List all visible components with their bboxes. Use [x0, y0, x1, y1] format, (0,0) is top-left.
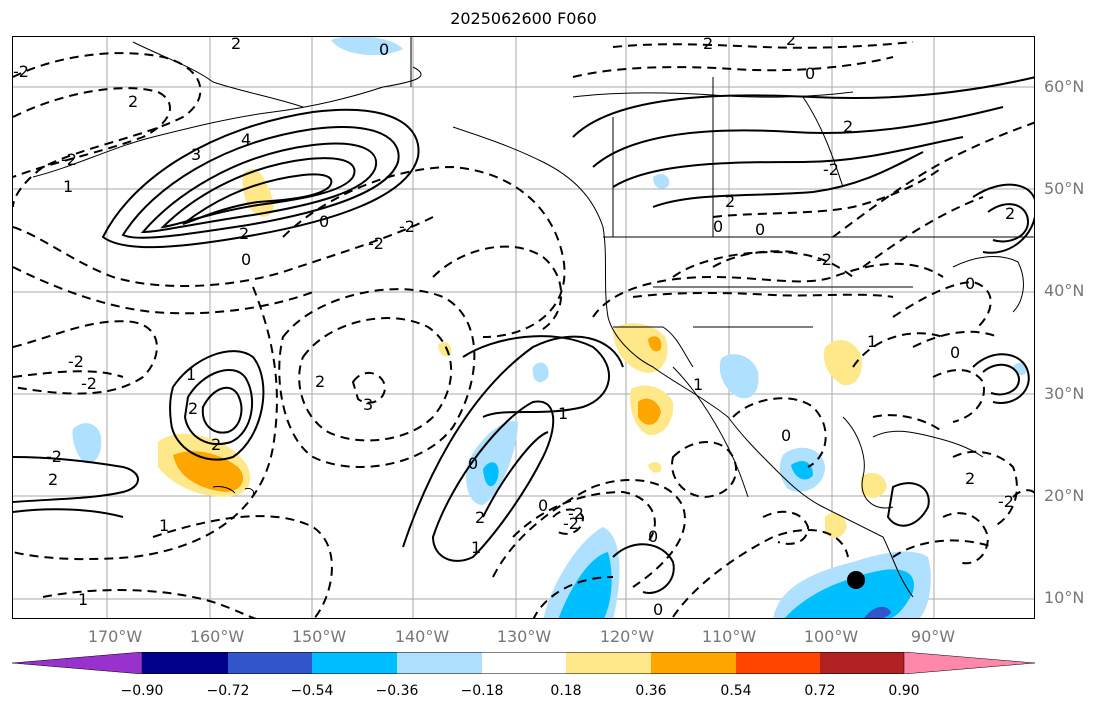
- contour-label: 1: [159, 516, 169, 535]
- contour-label: 2: [475, 508, 485, 527]
- contour-label: 2: [786, 37, 796, 49]
- contour-labels: 0 2 2 2 -2 2 -2 3 4 2 0 -2 -2 0 1 0 2 0 …: [13, 37, 1015, 619]
- contour-label: 0: [319, 212, 329, 231]
- contour-label: -2: [13, 62, 29, 81]
- lon-label-120w: 120°W: [599, 627, 655, 646]
- contour-label: 0: [379, 40, 389, 59]
- contour-label: 0: [755, 220, 765, 239]
- contour-label: 2: [231, 37, 241, 53]
- contour-label: -2: [61, 150, 77, 169]
- contour-label: 1: [186, 365, 196, 384]
- lon-label-90w: 90°W: [910, 627, 956, 646]
- contour-label: 2: [725, 192, 735, 211]
- colorbar-bin: [651, 652, 736, 674]
- shaded-positive-anomalies: [158, 168, 887, 539]
- lat-label-60n: 60°N: [1044, 77, 1085, 96]
- lon-label-130w: 130°W: [496, 627, 552, 646]
- contour-label: -2: [563, 514, 579, 533]
- colorbar-bin: [228, 652, 312, 674]
- colorbar-tick: −0.18: [460, 683, 504, 699]
- solid-contours: [13, 76, 1034, 594]
- colorbar-tick: −0.72: [206, 683, 250, 699]
- map-title: 2025062600 F060: [450, 9, 597, 28]
- contour-label: -2: [399, 217, 415, 236]
- coastlines: [32, 37, 1034, 598]
- map-svg: 0 2 2 2 -2 2 -2 3 4 2 0 -2 -2 0 1 0 2 0 …: [13, 37, 1034, 619]
- contour-label: 3: [363, 395, 373, 414]
- contour-label: 2: [1005, 204, 1015, 223]
- contour-label: -2: [998, 492, 1014, 511]
- contour-label: 0: [241, 250, 251, 269]
- contour-label: 0: [713, 217, 723, 236]
- colorbar-tick: 0.90: [888, 683, 920, 699]
- contour-label: 1: [558, 404, 568, 423]
- lon-label-140w: 140°W: [394, 627, 450, 646]
- contour-label: -2: [823, 160, 839, 179]
- colorbar-bin: [397, 652, 482, 674]
- contour-label: 2: [128, 92, 138, 111]
- colorbar-min-extend: [11, 651, 143, 675]
- contour-label: 2: [48, 470, 58, 489]
- lat-label-30n: 30°N: [1044, 384, 1085, 403]
- contour-label: 1: [78, 590, 88, 609]
- colorbar-bin: [312, 652, 397, 674]
- contour-label: 2: [188, 399, 198, 418]
- contour-label: 1: [63, 177, 73, 196]
- storm-center-marker: [847, 571, 865, 589]
- contour-label: 1: [471, 538, 481, 557]
- colorbar-bin: [736, 652, 820, 674]
- colorbar: [11, 651, 1036, 675]
- lat-label-50n: 50°N: [1044, 179, 1085, 198]
- contour-label: 1: [867, 332, 877, 351]
- colorbar-bin: [820, 652, 904, 674]
- contour-label: -2: [81, 374, 97, 393]
- map-panel: 0 2 2 2 -2 2 -2 3 4 2 0 -2 -2 0 1 0 2 0 …: [12, 36, 1035, 619]
- lon-label-110w: 110°W: [701, 627, 757, 646]
- contour-label: 0: [781, 426, 791, 445]
- contour-label: 0: [648, 527, 658, 546]
- contour-label: 0: [805, 64, 815, 83]
- contour-label: -2: [368, 234, 384, 253]
- lat-label-40n: 40°N: [1044, 281, 1085, 300]
- contour-label: 0: [950, 343, 960, 362]
- colorbar-tick: −0.90: [120, 683, 164, 699]
- colorbar-bin: [566, 652, 651, 674]
- colorbar-tick: −0.36: [375, 683, 419, 699]
- shaded-negative-anomalies: [72, 37, 1027, 618]
- contour-label: -2: [46, 447, 62, 466]
- contour-label: -2: [68, 352, 84, 371]
- colorbar-tick: 0.18: [550, 683, 582, 699]
- colorbar-tick: −0.54: [290, 683, 334, 699]
- lon-label-170w: 170°W: [87, 627, 143, 646]
- colorbar-max-extend: [903, 651, 1036, 675]
- lat-label-10n: 10°N: [1044, 588, 1085, 607]
- lat-label-20n: 20°N: [1044, 486, 1085, 505]
- contour-label: 0: [965, 274, 975, 293]
- contour-label: 0: [538, 496, 548, 515]
- colorbar-bin: [482, 652, 566, 674]
- contour-label: 4: [241, 130, 251, 149]
- contour-label: 2: [703, 37, 713, 53]
- colorbar-tick: 0.72: [804, 683, 836, 699]
- contour-label: 1: [693, 375, 703, 394]
- contour-label: 2: [965, 469, 975, 488]
- contour-label: 2: [211, 435, 221, 454]
- lon-label-160w: 160°W: [189, 627, 245, 646]
- dashed-contours: [13, 41, 1034, 618]
- colorbar-tick: 0.54: [720, 683, 752, 699]
- contour-label: -2: [568, 504, 584, 523]
- contour-label: 2: [315, 372, 325, 391]
- colorbar-bin: [142, 652, 228, 674]
- contour-label: 0: [653, 600, 663, 619]
- colorbar-svg: [11, 651, 1036, 675]
- lon-label-150w: 150°W: [291, 627, 347, 646]
- contour-label: 2: [843, 117, 853, 136]
- contour-label: -2: [816, 250, 832, 269]
- contour-label: 2: [239, 224, 249, 243]
- colorbar-tick: 0.36: [635, 683, 667, 699]
- contour-label: 0: [468, 454, 478, 473]
- contour-label: 3: [191, 145, 201, 164]
- lon-label-100w: 100°W: [803, 627, 859, 646]
